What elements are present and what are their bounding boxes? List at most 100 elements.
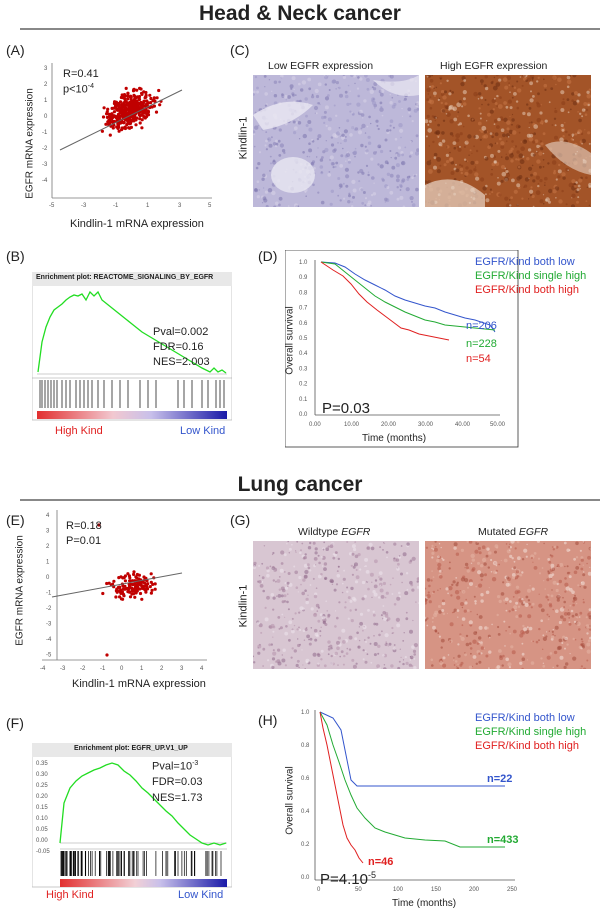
- scatter-point: [123, 126, 127, 131]
- scatter-point: [121, 584, 125, 588]
- scatter-point: [119, 597, 124, 601]
- legend-low-d: EGFR/Kind both low: [475, 256, 575, 268]
- scatter-point: [113, 100, 117, 104]
- scatter-point: [107, 581, 111, 585]
- km-pval-h-base: P=4.10: [320, 871, 368, 888]
- y-tick: 0.00: [36, 838, 48, 844]
- x-tick: -2: [80, 666, 86, 672]
- x-tick: 1: [146, 203, 150, 209]
- scatter-point: [143, 96, 147, 100]
- scatter-point: [126, 94, 130, 98]
- km-ylabel-d: Overall survival: [284, 306, 296, 375]
- scatter-point: [108, 133, 112, 137]
- y-tick: 3: [44, 66, 48, 72]
- scatter-point: [118, 100, 123, 104]
- scatter-point: [114, 595, 118, 599]
- km-curve-high-d: [320, 261, 450, 341]
- row-label-kindlin-g: Kindlin-1: [237, 584, 250, 628]
- ihc-image-low-egfr: [253, 75, 419, 207]
- scatter-point: [134, 575, 138, 579]
- scatter-point: [112, 119, 116, 123]
- y-tick: 2: [46, 544, 50, 550]
- km-plot-d: 0.00 10.00 20.00 30.00 40.00 50.00 1.0 0.…: [285, 250, 519, 448]
- x-tick: 1: [140, 666, 144, 672]
- gsea-pval-f-exp: -3: [192, 760, 199, 767]
- x-tick: 20.00: [381, 422, 397, 428]
- n-label-high-d: n=54: [466, 353, 491, 365]
- scatter-point: [130, 586, 134, 590]
- scatter-point: [134, 591, 138, 595]
- ihc-image-wildtype: [253, 541, 419, 669]
- scatter-point: [152, 96, 156, 100]
- x-tick: 3: [178, 203, 182, 209]
- panel-label-c: (C): [230, 42, 250, 58]
- y-tick: 0.35: [36, 761, 48, 767]
- scatter-point: [137, 577, 141, 581]
- scatter-point: [115, 590, 119, 594]
- x-tick: -3: [81, 203, 87, 209]
- x-tick: 0: [317, 887, 321, 893]
- scatter-point: [136, 585, 140, 589]
- scatter-point: [125, 123, 129, 127]
- panel-label-h: (H): [258, 712, 278, 728]
- stat-p-a-base: p<10: [63, 83, 88, 96]
- section-divider: [20, 28, 600, 30]
- legend-low-h: EGFR/Kind both low: [475, 712, 575, 724]
- gsea-pval-f-base: Pval=10: [152, 760, 193, 773]
- scatter-point: [141, 101, 145, 105]
- ihc-title-wildtype-b: EGFR: [341, 526, 371, 538]
- ihc-title-mutated-b: EGFR: [518, 526, 549, 538]
- x-tick: -4: [40, 666, 46, 672]
- enrichment-curve-f: [59, 762, 227, 846]
- scatter-point: [111, 126, 115, 130]
- scatter-point: [138, 86, 142, 90]
- panel-label-f: (F): [6, 715, 24, 731]
- section-divider: [20, 499, 600, 501]
- y-tick: -3: [42, 162, 48, 168]
- scatter-point: [120, 590, 124, 594]
- scatter-point: [149, 572, 153, 576]
- panel-label-e: (E): [6, 512, 25, 528]
- scatter-point: [135, 105, 139, 109]
- scatter-point: [133, 582, 137, 586]
- scatter-point: [106, 107, 110, 111]
- y-tick: 0: [46, 575, 50, 581]
- scatter-point: [128, 595, 133, 599]
- y-tick: 1.0: [301, 710, 310, 716]
- stat-p-e: P=0.01: [66, 535, 102, 547]
- km-curve-single-h: [319, 711, 505, 848]
- panel-label-b: (B): [6, 248, 25, 264]
- scatter-point: [145, 112, 149, 116]
- scatter-point: [155, 96, 159, 100]
- scatter-point: [149, 96, 153, 101]
- x-tick: 50: [355, 887, 362, 893]
- scatter-point: [158, 103, 162, 107]
- scatter-point: [146, 101, 150, 105]
- y-tick: 1.0: [299, 260, 308, 266]
- scatter-point: [128, 95, 132, 99]
- scatter-point: [134, 123, 138, 127]
- y-tick: 0.6: [299, 321, 308, 327]
- scatter-point: [124, 86, 128, 90]
- x-tick: -1: [113, 203, 119, 209]
- scatter-point: [151, 582, 155, 586]
- ihc-title-high: High EGFR expression: [440, 60, 548, 72]
- scatter-point: [107, 114, 112, 119]
- scatter-point: [153, 587, 157, 591]
- x-tick: -5: [49, 203, 55, 209]
- scatter-point: [121, 587, 126, 591]
- panel-label-g: (G): [230, 512, 251, 528]
- x-axis-label-e: Kindlin-1 mRNA expression: [72, 678, 206, 690]
- scatter-point: [135, 588, 139, 592]
- scatter-point: [132, 588, 136, 593]
- scatter-point: [117, 125, 121, 129]
- scatter-point: [139, 113, 143, 118]
- y-tick: 0.25: [36, 783, 48, 789]
- legend-single-d: EGFR/Kind single high: [475, 270, 587, 282]
- legend-single-h: EGFR/Kind single high: [475, 726, 587, 738]
- scatter-point: [157, 88, 161, 93]
- scatter-point: [112, 579, 116, 583]
- x-tick: 250: [507, 887, 518, 893]
- x-tick: 150: [431, 887, 442, 893]
- y-tick: -2: [42, 146, 48, 152]
